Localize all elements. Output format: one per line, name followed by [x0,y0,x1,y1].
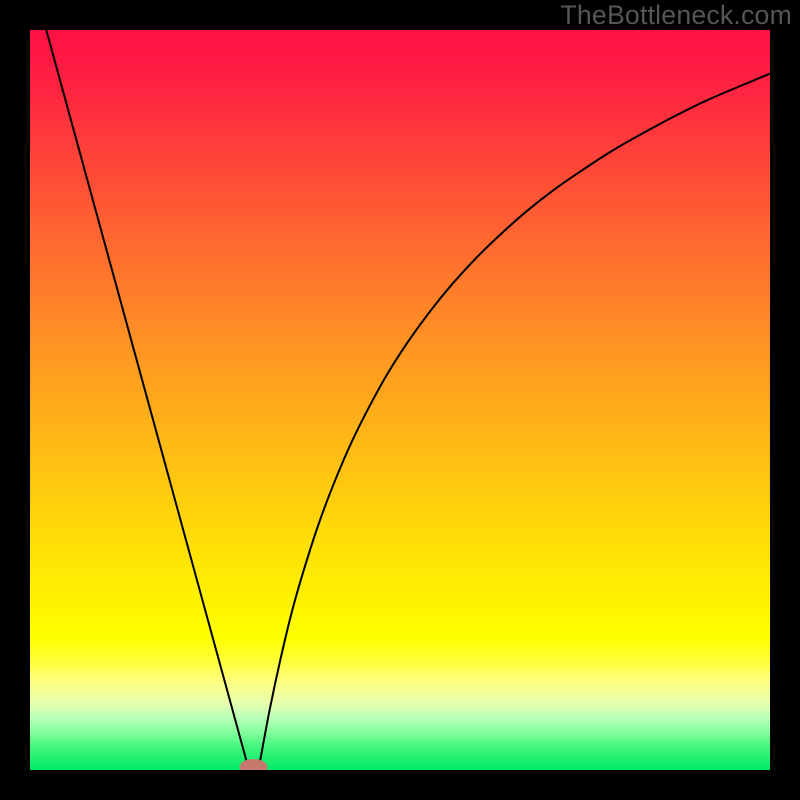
plot-background [30,30,770,770]
chart-svg [0,0,800,800]
watermark-label: TheBottleneck.com [560,0,792,31]
chart-container: TheBottleneck.com [0,0,800,800]
